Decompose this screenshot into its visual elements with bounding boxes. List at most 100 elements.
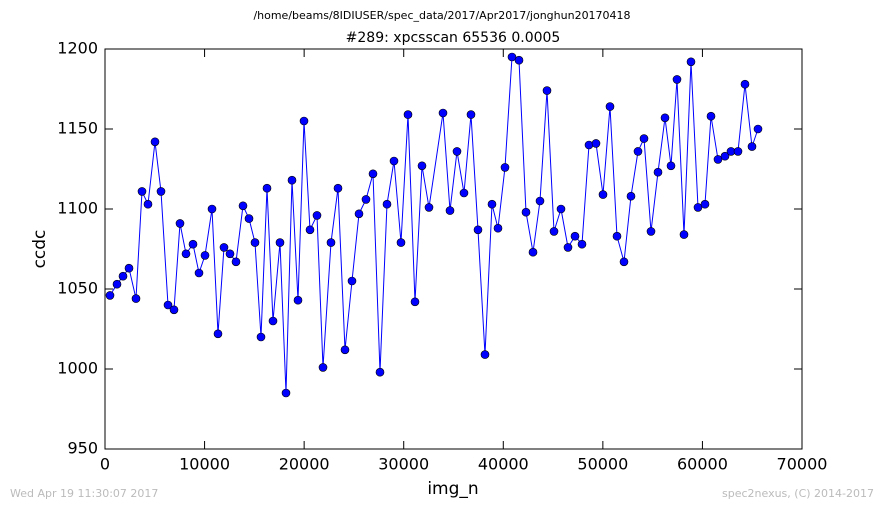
y-tick-label: 1100 xyxy=(57,199,98,218)
data-point xyxy=(396,238,406,247)
data-point xyxy=(213,329,223,339)
data-point xyxy=(262,183,272,193)
data-point xyxy=(753,124,763,134)
x-tick-label: 20000 xyxy=(279,455,330,474)
data-point xyxy=(438,108,448,118)
data-point xyxy=(473,225,483,235)
x-tick-label: 30000 xyxy=(378,455,429,474)
data-point xyxy=(361,195,371,204)
x-tick-label: 50000 xyxy=(577,455,628,474)
data-point xyxy=(150,137,160,147)
data-point xyxy=(156,187,166,196)
plot-frame xyxy=(104,48,803,450)
data-point xyxy=(626,191,636,201)
data-point xyxy=(305,225,315,235)
data-point xyxy=(666,161,676,171)
data-point xyxy=(389,156,399,166)
data-point xyxy=(672,75,682,84)
data-point xyxy=(347,276,357,286)
data-point xyxy=(445,206,455,215)
data-point xyxy=(507,52,517,62)
data-point xyxy=(556,204,566,214)
data-point xyxy=(105,291,115,300)
data-point xyxy=(299,116,309,126)
data-point xyxy=(382,199,392,209)
data-point xyxy=(660,113,670,123)
x-tick-label: 10000 xyxy=(179,455,230,474)
data-point xyxy=(318,363,328,372)
data-point xyxy=(619,257,629,267)
data-point xyxy=(403,110,413,119)
y-tick-label: 1150 xyxy=(57,119,98,138)
data-point xyxy=(700,199,710,209)
data-point xyxy=(333,183,343,193)
data-point xyxy=(175,219,185,228)
data-point xyxy=(293,295,303,305)
data-point xyxy=(207,204,217,214)
data-point xyxy=(452,147,462,156)
data-point xyxy=(549,227,559,236)
data-point xyxy=(424,203,434,212)
footer-date: Wed Apr 19 11:30:07 2017 xyxy=(10,487,158,500)
data-point xyxy=(326,238,336,247)
data-line xyxy=(109,56,759,394)
data-point xyxy=(542,86,552,95)
data-point xyxy=(219,243,229,252)
x-axis-label: img_n xyxy=(427,479,478,499)
data-point xyxy=(487,199,497,209)
data-point xyxy=(612,231,622,241)
x-tick-label: 60000 xyxy=(677,455,728,474)
data-point xyxy=(238,201,248,211)
data-point xyxy=(480,350,490,359)
data-point xyxy=(163,300,173,310)
y-tick-label: 1200 xyxy=(57,39,98,58)
y-axis-label: ccdc xyxy=(30,230,50,269)
data-point xyxy=(693,203,703,212)
data-point xyxy=(598,190,608,199)
data-point xyxy=(633,147,643,156)
y-tick-label: 1000 xyxy=(57,359,98,378)
data-point xyxy=(410,297,420,307)
data-point xyxy=(591,139,601,148)
y-tick-label: 1050 xyxy=(57,279,98,298)
data-point xyxy=(514,55,524,65)
data-point xyxy=(563,243,573,252)
data-point xyxy=(653,167,663,177)
file-path: /home/beams/8IDIUSER/spec_data/2017/Apr2… xyxy=(253,9,630,22)
data-point xyxy=(340,345,350,355)
data-point xyxy=(459,188,469,198)
data-point xyxy=(747,142,757,151)
data-point xyxy=(137,187,147,196)
data-point xyxy=(225,249,235,259)
data-point xyxy=(268,316,278,326)
data-point xyxy=(124,263,134,273)
x-tick-label: 0 xyxy=(100,455,110,474)
data-point xyxy=(275,238,285,247)
data-point xyxy=(528,247,538,257)
data-point xyxy=(720,151,730,161)
data-point xyxy=(646,227,656,236)
data-point xyxy=(118,271,128,281)
data-point xyxy=(250,238,260,247)
data-point xyxy=(417,161,427,171)
data-point xyxy=(639,134,649,143)
data-point xyxy=(466,110,476,119)
data-point xyxy=(713,155,723,164)
chart-title: #289: xpcsscan 65536 0.0005 xyxy=(346,30,561,46)
data-point xyxy=(740,79,750,89)
y-tick-label: 950 xyxy=(67,439,98,458)
data-point xyxy=(368,169,378,179)
data-point xyxy=(256,332,266,342)
data-point xyxy=(112,279,122,289)
data-point xyxy=(194,268,204,278)
data-point xyxy=(577,239,587,249)
data-point xyxy=(354,209,364,219)
data-point xyxy=(188,239,198,249)
data-point xyxy=(312,211,322,220)
data-point xyxy=(181,249,191,259)
data-point xyxy=(143,199,153,209)
data-point xyxy=(521,207,531,217)
data-point xyxy=(535,196,545,206)
data-point xyxy=(131,294,141,303)
x-tick-label: 70000 xyxy=(777,455,828,474)
